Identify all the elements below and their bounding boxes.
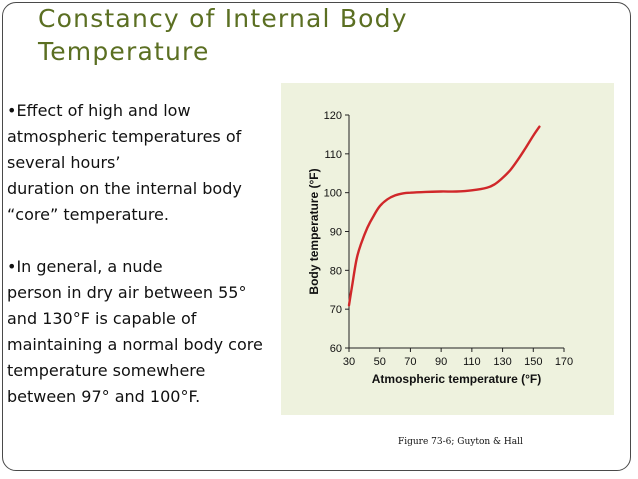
x-axis-label: Atmospheric temperature (°F) xyxy=(372,372,542,386)
x-tick-label-70: 70 xyxy=(404,356,416,368)
bullet-2-line-5: temperature somewhere xyxy=(7,361,206,380)
curve-point-17 xyxy=(501,177,504,179)
x-tick-label-110: 110 xyxy=(463,356,481,368)
figure-caption: Figure 73-6; Guyton & Hall xyxy=(398,437,523,447)
curve-point-2 xyxy=(355,257,358,260)
y-tick-label-120: 120 xyxy=(324,110,342,122)
curve-point-13 xyxy=(455,190,458,193)
bullet-2-line-4: maintaining a normal body core xyxy=(7,335,263,354)
bullet-1-line-5: “core” temperature. xyxy=(7,205,169,224)
curve-point-8 xyxy=(394,194,396,197)
y-tick-label-60: 60 xyxy=(330,343,342,355)
body-temperature-curve xyxy=(347,125,541,307)
bullet-item-effect: •Effect of high and low atmospheric temp… xyxy=(7,98,292,228)
curve-point-14 xyxy=(471,189,473,192)
x-tick-label-150: 150 xyxy=(524,356,542,368)
curve-point-4 xyxy=(366,226,369,229)
x-tick-label-90: 90 xyxy=(435,356,447,368)
y-tick-label-110: 110 xyxy=(324,149,342,161)
title-line-1: Constancy of Internal Body xyxy=(38,4,408,33)
curve-point-22 xyxy=(538,125,541,128)
figure-panel: 60 70 80 90 100 110 120 30 50 70 90 110 130 150 170 Atm… xyxy=(281,83,614,415)
curve-point-3 xyxy=(360,242,363,244)
curve-point-0 xyxy=(348,304,350,307)
curve-point-20 xyxy=(524,147,527,149)
curve-point-6 xyxy=(378,205,381,208)
x-tick-label-50: 50 xyxy=(374,356,386,368)
bullet-1-line-1: •Effect of high and low xyxy=(7,101,191,120)
y-tick-label-100: 100 xyxy=(324,188,342,200)
curve-point-7 xyxy=(386,198,389,201)
curve-point-18 xyxy=(509,169,512,171)
curve-point-10 xyxy=(409,191,412,194)
y-tick-label-70: 70 xyxy=(330,304,342,316)
curve-point-21 xyxy=(532,134,535,137)
x-tick-label-30: 30 xyxy=(343,356,355,368)
y-tick-label-90: 90 xyxy=(330,227,342,239)
bullet-2-line-6: between 97° and 100°F. xyxy=(7,387,201,406)
bullet-2-line-1: •In general, a nude xyxy=(7,257,163,276)
slide-frame xyxy=(2,2,631,471)
curve-point-11 xyxy=(424,191,427,193)
x-tick-label-170: 170 xyxy=(555,356,573,368)
title-line-2: Temperature xyxy=(38,37,210,66)
curve-point-19 xyxy=(517,158,519,161)
temperature-chart: 60 70 80 90 100 110 120 30 50 70 90 110 130 150 170 Atm… xyxy=(307,110,573,386)
curve-point-16 xyxy=(494,183,496,185)
curve-point-1 xyxy=(351,285,353,287)
curve-point-9 xyxy=(401,192,404,195)
curve-point-5 xyxy=(372,215,375,217)
x-tick-label-130: 130 xyxy=(493,356,511,368)
bullet-2-line-2: person in dry air between 55° xyxy=(7,283,247,302)
slide-title: Constancy of Internal Body Temperature xyxy=(38,2,408,68)
bullet-2-line-3: and 130°F is capable of xyxy=(7,309,197,328)
y-tick-label-80: 80 xyxy=(330,265,342,277)
bullet-item-nude-person: •In general, a nude person in dry air be… xyxy=(7,254,292,410)
curve-point-15 xyxy=(486,186,489,189)
bullet-list: •Effect of high and low atmospheric temp… xyxy=(7,98,292,410)
curve-point-12 xyxy=(440,190,442,193)
bullet-1-line-3: several hours’ xyxy=(7,153,121,172)
bullet-1-line-4: duration on the internal body xyxy=(7,179,242,198)
y-axis-label: Body temperature (°F) xyxy=(307,168,321,294)
bullet-1-line-2: atmospheric temperatures of xyxy=(7,127,242,146)
